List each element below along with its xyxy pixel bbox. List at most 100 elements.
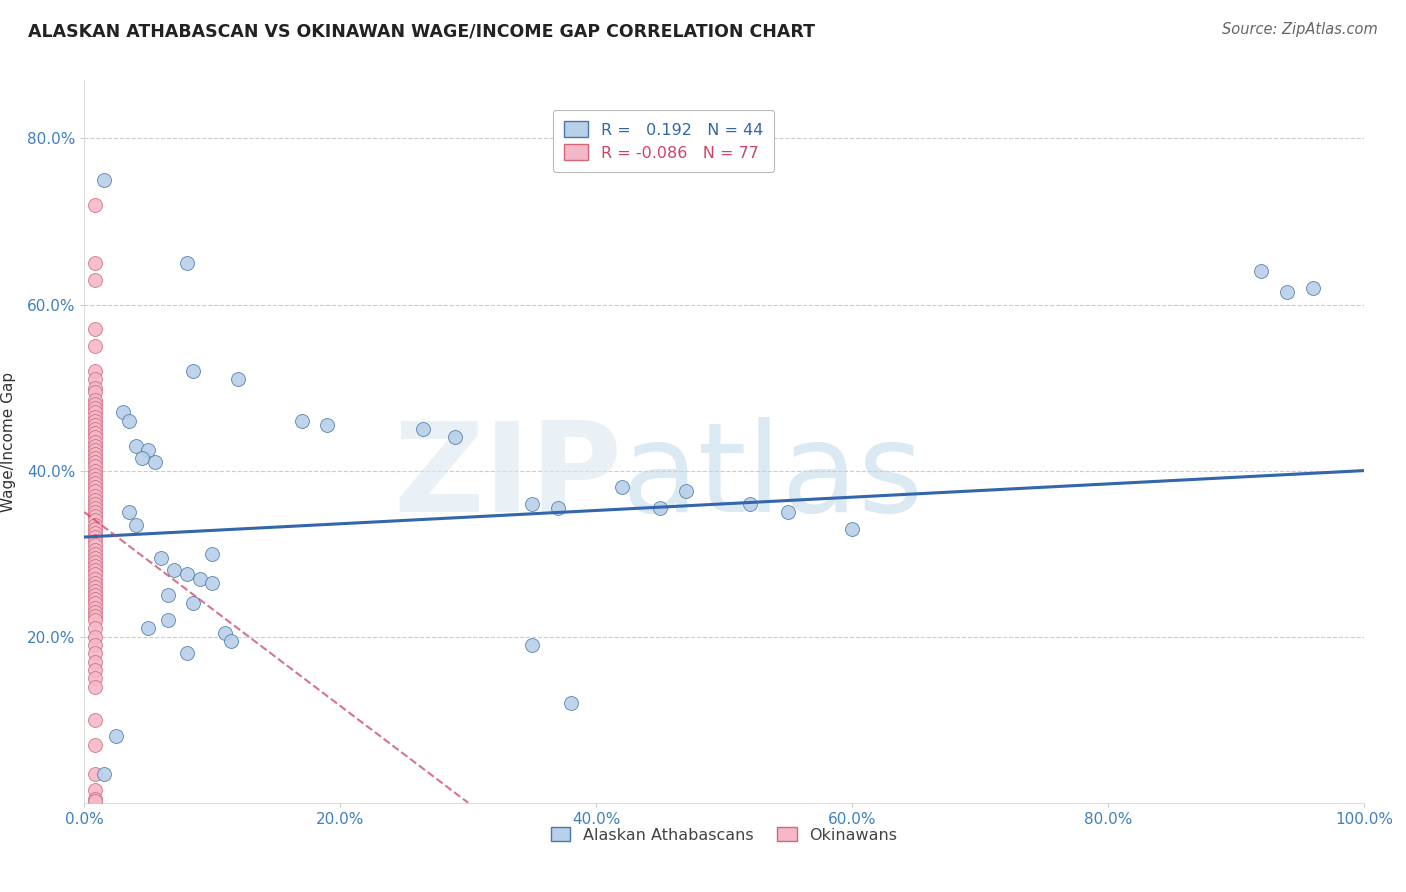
Point	[83, 272, 105, 286]
Point	[83, 542, 105, 557]
Point	[83, 592, 105, 607]
Point	[444, 430, 467, 444]
Point	[83, 538, 105, 552]
Point	[83, 555, 105, 569]
Point	[83, 484, 105, 499]
Point	[83, 580, 105, 594]
Point	[83, 392, 105, 407]
Point	[83, 680, 105, 694]
Point	[83, 426, 105, 441]
Point	[83, 442, 105, 457]
Point	[83, 575, 105, 590]
Point	[83, 522, 105, 536]
Point	[83, 372, 105, 386]
Point	[83, 401, 105, 416]
Point	[83, 534, 105, 549]
Point	[143, 455, 166, 469]
Point	[83, 430, 105, 444]
Point	[83, 489, 105, 503]
Point	[83, 500, 105, 515]
Point	[83, 563, 105, 577]
Point	[83, 472, 105, 486]
Point	[176, 646, 198, 660]
Point	[118, 505, 141, 519]
Point	[1250, 264, 1272, 278]
Point	[221, 633, 243, 648]
Point	[176, 256, 198, 270]
Point	[83, 414, 105, 428]
Point	[131, 451, 153, 466]
Y-axis label: Wage/Income Gap: Wage/Income Gap	[1, 371, 15, 512]
Point	[201, 575, 224, 590]
Point	[83, 380, 105, 394]
Point	[83, 791, 105, 805]
Point	[522, 497, 544, 511]
Point	[83, 597, 105, 611]
Point	[83, 409, 105, 424]
Point	[83, 646, 105, 660]
Point	[675, 484, 697, 499]
Point	[841, 522, 863, 536]
Point	[83, 384, 105, 399]
Point	[124, 517, 146, 532]
Point	[610, 480, 633, 494]
Point	[156, 588, 179, 602]
Legend: Alaskan Athabascans, Okinawans: Alaskan Athabascans, Okinawans	[544, 821, 904, 849]
Point	[118, 414, 141, 428]
Point	[214, 625, 236, 640]
Point	[83, 559, 105, 574]
Point	[1275, 285, 1298, 299]
Point	[83, 505, 105, 519]
Point	[1302, 281, 1324, 295]
Point	[83, 339, 105, 353]
Point	[226, 372, 249, 386]
Point	[83, 509, 105, 524]
Point	[83, 794, 105, 808]
Point	[83, 459, 105, 474]
Point	[83, 525, 105, 540]
Point	[83, 364, 105, 378]
Point	[778, 505, 800, 519]
Point	[83, 256, 105, 270]
Point	[83, 198, 105, 212]
Point	[83, 663, 105, 677]
Point	[83, 567, 105, 582]
Point	[83, 621, 105, 635]
Point	[83, 397, 105, 411]
Point	[163, 563, 186, 577]
Point	[138, 621, 160, 635]
Point	[412, 422, 434, 436]
Point	[83, 550, 105, 565]
Point	[522, 638, 544, 652]
Point	[83, 322, 105, 336]
Point	[83, 464, 105, 478]
Point	[176, 567, 198, 582]
Point	[150, 550, 173, 565]
Point	[124, 439, 146, 453]
Point	[83, 422, 105, 436]
Point	[83, 455, 105, 469]
Point	[83, 605, 105, 619]
Point	[83, 530, 105, 544]
Point	[105, 730, 128, 744]
Point	[291, 414, 314, 428]
Point	[547, 500, 569, 515]
Point	[111, 405, 134, 419]
Point	[83, 480, 105, 494]
Point	[83, 609, 105, 624]
Point	[83, 405, 105, 419]
Point	[83, 588, 105, 602]
Point	[83, 451, 105, 466]
Point	[560, 696, 582, 710]
Point	[83, 600, 105, 615]
Text: Source: ZipAtlas.com: Source: ZipAtlas.com	[1222, 22, 1378, 37]
Point	[138, 442, 160, 457]
Point	[83, 572, 105, 586]
Text: ZIP: ZIP	[394, 417, 621, 538]
Point	[181, 364, 204, 378]
Point	[738, 497, 761, 511]
Point	[93, 766, 115, 780]
Point	[156, 613, 179, 627]
Point	[83, 434, 105, 449]
Point	[83, 783, 105, 797]
